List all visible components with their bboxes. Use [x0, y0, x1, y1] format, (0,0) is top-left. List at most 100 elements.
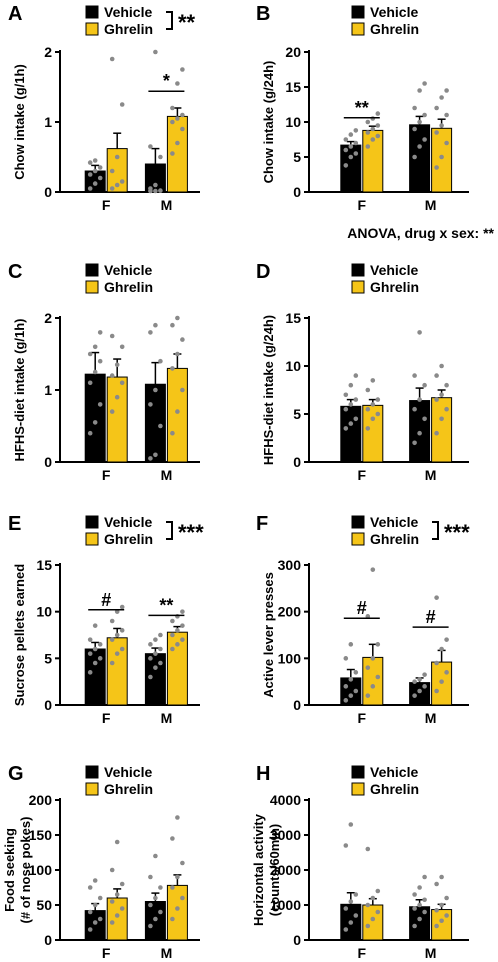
y-tick-label: 0	[293, 932, 301, 948]
legend-swatch-ghrelin	[85, 782, 99, 796]
y-tick-label: 1	[44, 114, 52, 130]
bar-ghrelin	[106, 376, 128, 463]
y-tick-label: 5	[44, 650, 52, 666]
data-point	[417, 119, 422, 125]
data-point	[439, 679, 444, 684]
bar-ghrelin	[166, 884, 188, 941]
bar-ghrelin	[431, 397, 453, 463]
data-point	[180, 112, 185, 118]
data-point	[353, 913, 359, 918]
data-point	[348, 693, 354, 698]
data-point	[370, 895, 376, 901]
data-point	[114, 632, 120, 638]
panel-g: G 0 50 100 150 200 Food seeking (# of nose poke…	[2, 763, 200, 961]
sig-label: #	[426, 607, 436, 627]
data-point	[175, 351, 180, 357]
data-point	[109, 618, 115, 624]
data-point	[170, 322, 175, 328]
x-tick-label: F	[358, 710, 367, 726]
data-point	[153, 322, 158, 328]
y-tick-label: 10	[285, 358, 301, 374]
y-tick-label: 5	[293, 406, 301, 422]
data-point	[434, 105, 439, 111]
bar-ghrelin	[431, 909, 453, 941]
data-point	[92, 168, 98, 174]
y-tick-label: 0	[44, 697, 52, 713]
data-point	[97, 656, 103, 661]
data-point	[417, 885, 422, 890]
y-tick-label: 5	[293, 149, 301, 165]
data-point	[87, 186, 93, 191]
data-point	[375, 909, 381, 915]
data-point	[148, 456, 153, 461]
data-point	[444, 406, 449, 412]
data-point	[148, 923, 153, 929]
data-point	[348, 132, 354, 137]
data-point	[417, 88, 422, 93]
data-point	[87, 380, 93, 386]
data-point	[92, 623, 98, 628]
panel-letter: F	[256, 513, 268, 535]
data-point	[87, 637, 93, 642]
data-point	[412, 892, 417, 897]
legend-label: Ghrelin	[370, 279, 419, 295]
data-point	[158, 885, 163, 890]
data-point	[444, 895, 449, 901]
data-point	[87, 351, 93, 357]
data-point	[439, 95, 444, 100]
data-point	[444, 670, 449, 675]
data-point	[343, 392, 349, 398]
data-point	[175, 409, 180, 414]
data-point	[180, 860, 185, 866]
data-point	[109, 920, 115, 925]
data-point	[353, 416, 359, 422]
data-point	[370, 416, 376, 422]
data-point	[417, 330, 422, 335]
data-point	[422, 137, 427, 142]
data-point	[375, 397, 381, 402]
legend-sig: **	[178, 10, 196, 35]
data-point	[434, 165, 439, 170]
x-tick-label: F	[102, 945, 111, 961]
data-point	[412, 679, 417, 684]
data-point	[412, 693, 417, 698]
data-point	[375, 642, 381, 647]
x-tick-label: M	[425, 710, 437, 726]
data-point	[422, 909, 427, 915]
x-tick-label: F	[102, 197, 111, 213]
legend-label: Vehicle	[370, 514, 418, 530]
x-tick-label: F	[358, 197, 367, 213]
data-point	[412, 406, 417, 412]
data-point	[353, 128, 359, 133]
data-point	[158, 154, 163, 160]
y-tick-label: 0	[44, 932, 52, 948]
legend-label: Ghrelin	[370, 781, 419, 797]
data-point	[434, 430, 439, 436]
data-point	[417, 677, 422, 682]
data-point	[109, 373, 115, 378]
data-point	[370, 126, 376, 132]
data-point	[148, 144, 153, 149]
data-point	[370, 378, 376, 383]
y-tick-label: 100	[29, 862, 53, 878]
data-point	[365, 902, 371, 908]
data-point	[417, 430, 422, 436]
legend-swatch-vehicle	[351, 5, 365, 19]
data-point	[180, 609, 185, 614]
data-point	[109, 333, 115, 339]
bar-vehicle	[340, 405, 362, 463]
y-tick-label: 2	[44, 44, 52, 60]
y-tick-label: 15	[285, 79, 301, 95]
legend-swatch-ghrelin	[351, 22, 365, 36]
data-point	[175, 315, 180, 321]
data-point	[370, 684, 376, 689]
data-point	[158, 909, 163, 915]
legend-label: Ghrelin	[104, 531, 153, 547]
data-point	[343, 163, 349, 168]
data-point	[170, 632, 175, 638]
data-point	[175, 642, 180, 647]
data-point	[422, 81, 427, 86]
legend-label: Vehicle	[104, 764, 152, 780]
legend-swatch-vehicle	[351, 515, 365, 529]
